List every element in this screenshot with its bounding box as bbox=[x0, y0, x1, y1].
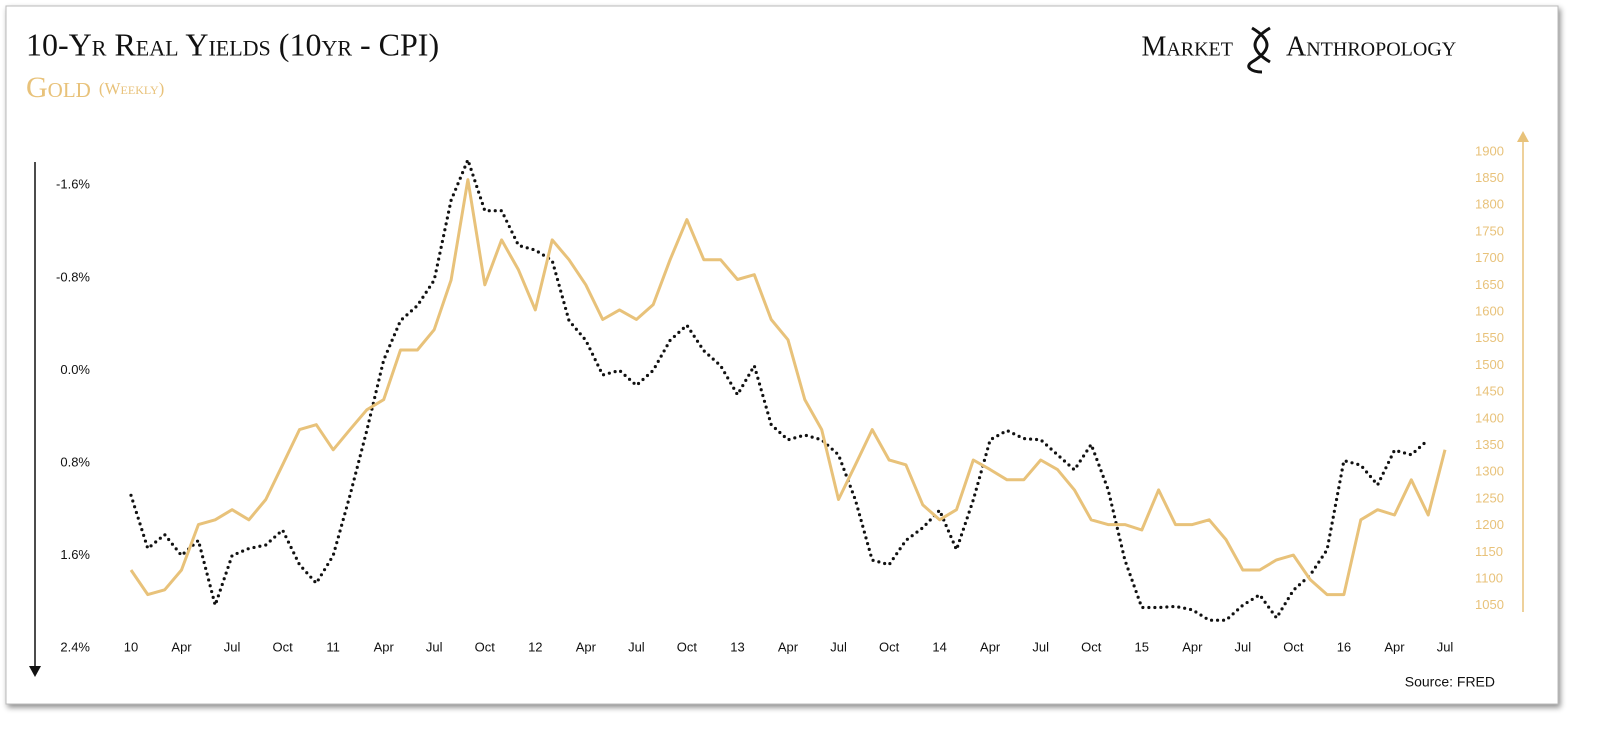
y2-tick-label: 1550 bbox=[1475, 330, 1504, 345]
y2-tick-label: 1800 bbox=[1475, 197, 1504, 212]
y2-tick-label: 1050 bbox=[1475, 597, 1504, 612]
gold-line bbox=[129, 178, 1447, 597]
dna-icon bbox=[1247, 26, 1271, 74]
x-tick-label: Apr bbox=[374, 639, 395, 654]
x-tick-label: Jul bbox=[1235, 639, 1252, 654]
x-tick-label: Oct bbox=[272, 639, 293, 654]
brand-right: Anthropology bbox=[1286, 31, 1456, 62]
x-tick-label: Jul bbox=[224, 639, 241, 654]
y2-tick-label: 1500 bbox=[1475, 357, 1504, 372]
y2-tick-label: 1400 bbox=[1475, 410, 1504, 425]
y2-tick-label: 1150 bbox=[1475, 544, 1503, 559]
y-tick-label: 1.6% bbox=[60, 547, 90, 562]
y2-tick-label: 1900 bbox=[1475, 143, 1504, 158]
source-note: Source: FRED bbox=[1405, 674, 1495, 690]
chart-subtitle: Gold (Weekly) bbox=[26, 71, 164, 104]
x-tick-label: Apr bbox=[1182, 639, 1203, 654]
y-tick-label: 0.0% bbox=[60, 362, 90, 377]
weekly-label: (Weekly) bbox=[99, 79, 165, 98]
y2-tick-label: 1250 bbox=[1475, 490, 1504, 505]
arrow-head bbox=[1517, 131, 1529, 142]
panel bbox=[5, 5, 1559, 705]
x-tick-label: Oct bbox=[475, 639, 496, 654]
x-tick-label: Apr bbox=[1384, 639, 1405, 654]
y2-tick-label: 1700 bbox=[1475, 250, 1504, 265]
x-tick-label: Jul bbox=[830, 639, 847, 654]
x-tick-label: Jul bbox=[1437, 639, 1454, 654]
y2-tick-label: 1200 bbox=[1475, 517, 1504, 532]
helix bbox=[1247, 26, 1269, 74]
y-tick-label: 2.4% bbox=[60, 639, 90, 654]
x-tick-label: 13 bbox=[730, 639, 744, 654]
x-tick-label: 15 bbox=[1135, 639, 1149, 654]
x-tick-label: Apr bbox=[171, 639, 192, 654]
x-tick-label: Jul bbox=[1032, 639, 1049, 654]
x-tick-label: Apr bbox=[980, 639, 1001, 654]
y2-tick-label: 1600 bbox=[1475, 303, 1504, 318]
x-tick-label: 16 bbox=[1337, 639, 1351, 654]
brand-left: Market bbox=[1141, 31, 1233, 62]
x-tick-label: 10 bbox=[124, 639, 138, 654]
x-tick-label: 12 bbox=[528, 639, 542, 654]
x-tick-label: Apr bbox=[576, 639, 597, 654]
yield-line bbox=[129, 158, 1430, 622]
x-tick-label: 11 bbox=[326, 639, 340, 654]
y2-tick-label: 1650 bbox=[1475, 277, 1504, 292]
y2-tick-label: 1850 bbox=[1475, 170, 1504, 185]
x-tick-label: Oct bbox=[879, 639, 900, 654]
x-tick-label: Oct bbox=[1283, 639, 1304, 654]
gold-title: Gold bbox=[26, 71, 91, 104]
x-tick-label: Oct bbox=[677, 639, 698, 654]
x-tick-label: Jul bbox=[426, 639, 443, 654]
arrow-head bbox=[29, 666, 41, 677]
y2-tick-label: 1450 bbox=[1475, 384, 1504, 399]
y-tick-label: -1.6% bbox=[56, 177, 90, 192]
x-tick-label: Jul bbox=[628, 639, 645, 654]
y-tick-label: 0.8% bbox=[60, 454, 90, 469]
y-tick-label: -0.8% bbox=[56, 269, 90, 284]
helix bbox=[1253, 26, 1271, 64]
x-tick-label: 14 bbox=[932, 639, 946, 654]
x-tick-label: Apr bbox=[778, 639, 799, 654]
x-tick-label: Oct bbox=[1081, 639, 1102, 654]
y2-tick-label: 1750 bbox=[1475, 223, 1504, 238]
y2-tick-label: 1100 bbox=[1475, 571, 1503, 586]
chart-title: 10-Yr Real Yields (10yr - CPI) bbox=[26, 26, 439, 62]
y2-tick-label: 1350 bbox=[1475, 437, 1504, 452]
y2-tick-label: 1300 bbox=[1475, 464, 1504, 479]
